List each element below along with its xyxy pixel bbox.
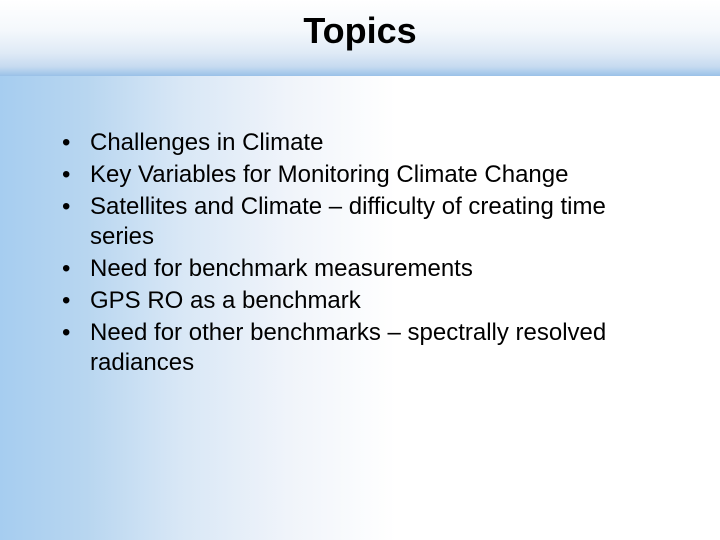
bullet-item: Satellites and Climate – difficulty of c… — [62, 192, 662, 252]
bullet-item: Key Variables for Monitoring Climate Cha… — [62, 160, 662, 190]
slide: Topics Challenges in Climate Key Variabl… — [0, 0, 720, 540]
bullet-item: Need for other benchmarks – spectrally r… — [62, 318, 662, 378]
bullet-item: GPS RO as a benchmark — [62, 286, 662, 316]
bullet-item: Challenges in Climate — [62, 128, 662, 158]
bullet-list: Challenges in Climate Key Variables for … — [62, 128, 662, 378]
slide-title: Topics — [0, 0, 720, 52]
title-band: Topics — [0, 0, 720, 76]
bullet-item: Need for benchmark measurements — [62, 254, 662, 284]
slide-content: Challenges in Climate Key Variables for … — [62, 128, 662, 380]
